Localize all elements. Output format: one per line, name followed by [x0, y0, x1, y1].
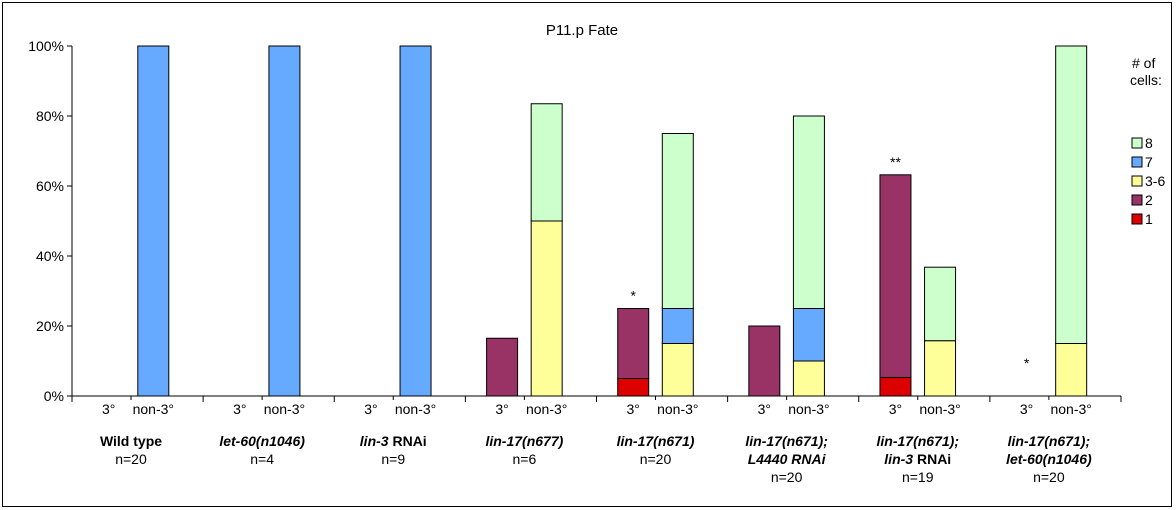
bar-segment-8 — [1055, 45, 1088, 344]
bar-segment-8 — [530, 103, 563, 222]
bar-segment-7 — [137, 45, 170, 397]
legend-label: 7 — [1145, 154, 1153, 170]
legend-swatch — [1131, 175, 1143, 187]
legend-swatch — [1131, 194, 1143, 206]
bar-segment-2 — [748, 325, 781, 397]
x-bar-label: 3° — [1020, 401, 1033, 417]
legend-label: 8 — [1145, 135, 1153, 151]
bar-segment-8 — [792, 115, 825, 309]
x-bar-label: 3° — [102, 401, 115, 417]
group-n-label: n=9 — [381, 451, 405, 467]
legend-swatch — [1131, 137, 1143, 149]
legend-title-line2: cells: — [1130, 72, 1162, 88]
group-n-label: n=19 — [902, 469, 934, 485]
group-n-label: n=20 — [640, 451, 672, 467]
group-n-label: n=4 — [250, 451, 274, 467]
group-name-label: lin-17(n671); — [1008, 433, 1090, 449]
bar-segment-8 — [924, 266, 957, 342]
group-name-label: lin-17(n671); — [745, 433, 827, 449]
x-bar-label: 3° — [233, 401, 246, 417]
x-bar-label: 3° — [364, 401, 377, 417]
x-bar-label: 3° — [627, 401, 640, 417]
bar-segment-7 — [661, 308, 694, 344]
bar-segment-8 — [661, 133, 694, 309]
group-name-label: L4440 RNAi — [748, 451, 827, 467]
group-n-label: n=20 — [771, 469, 803, 485]
bar-segment-36 — [1055, 343, 1088, 397]
legend-label: 3-6 — [1145, 173, 1165, 189]
y-tick-label: 0% — [44, 388, 64, 404]
group-name-label: lin-3 RNAi — [884, 451, 951, 467]
group-n-label: n=20 — [1033, 469, 1065, 485]
bar-segment-36 — [792, 360, 825, 397]
x-bar-label: non-3° — [526, 401, 567, 417]
x-bar-label: non-3° — [788, 401, 829, 417]
significance-mark: * — [630, 288, 636, 304]
bar-segment-2 — [617, 308, 650, 379]
chart-title: P11.p Fate — [546, 22, 618, 39]
significance-mark: ** — [890, 154, 901, 170]
group-name-label: let-60(n1046) — [1006, 451, 1092, 467]
bar-segment-7 — [399, 45, 432, 397]
group-name-label: lin-17(n671); — [877, 433, 959, 449]
group-name-label: lin-17(n671) — [617, 433, 695, 449]
y-tick-label: 40% — [36, 248, 64, 264]
y-tick-label: 100% — [28, 38, 64, 54]
bar-segment-2 — [879, 174, 912, 378]
x-bar-label: non-3° — [395, 401, 436, 417]
axes: 0% 20% 40% 60% 80% 100% — [28, 38, 1122, 404]
legend-swatch — [1131, 213, 1143, 225]
bar-segment-1 — [879, 376, 912, 397]
bar-segment-2 — [486, 337, 519, 397]
legend-title-line1: # of — [1132, 55, 1155, 71]
x-bar-label: non-3° — [133, 401, 174, 417]
y-tick-label: 80% — [36, 108, 64, 124]
x-bar-label: non-3° — [657, 401, 698, 417]
x-bar-label: 3° — [889, 401, 902, 417]
group-name-label: lin-17(n677) — [485, 433, 563, 449]
x-bar-label: 3° — [495, 401, 508, 417]
bar-segment-36 — [924, 340, 957, 397]
group-name-label: lin-3 RNAi — [360, 433, 427, 449]
group-n-label: n=20 — [115, 451, 147, 467]
group-n-label: n=6 — [513, 451, 537, 467]
legend-label: 2 — [1145, 192, 1153, 208]
x-bar-label: non-3° — [1050, 401, 1091, 417]
x-labels: 3° non-3° Wild type n=20 3° non-3° let-60(n104… — [100, 401, 1092, 485]
bar-segment-36 — [530, 220, 563, 397]
bar-segment-36 — [661, 343, 694, 397]
y-tick-label: 60% — [36, 178, 64, 194]
x-bar-label: non-3° — [264, 401, 305, 417]
legend-swatch — [1131, 156, 1143, 168]
y-tick-label: 20% — [36, 318, 64, 334]
x-bar-label: 3° — [758, 401, 771, 417]
bar-segment-7 — [792, 308, 825, 362]
significance-mark: * — [1024, 355, 1030, 371]
group-name-label: Wild type — [100, 433, 162, 449]
x-bar-label: non-3° — [919, 401, 960, 417]
group-name-label: let-60(n1046) — [219, 433, 305, 449]
bar-segment-1 — [617, 378, 650, 397]
legend-label: 1 — [1145, 211, 1153, 227]
bars: **** — [137, 45, 1088, 397]
bar-segment-7 — [268, 45, 301, 397]
